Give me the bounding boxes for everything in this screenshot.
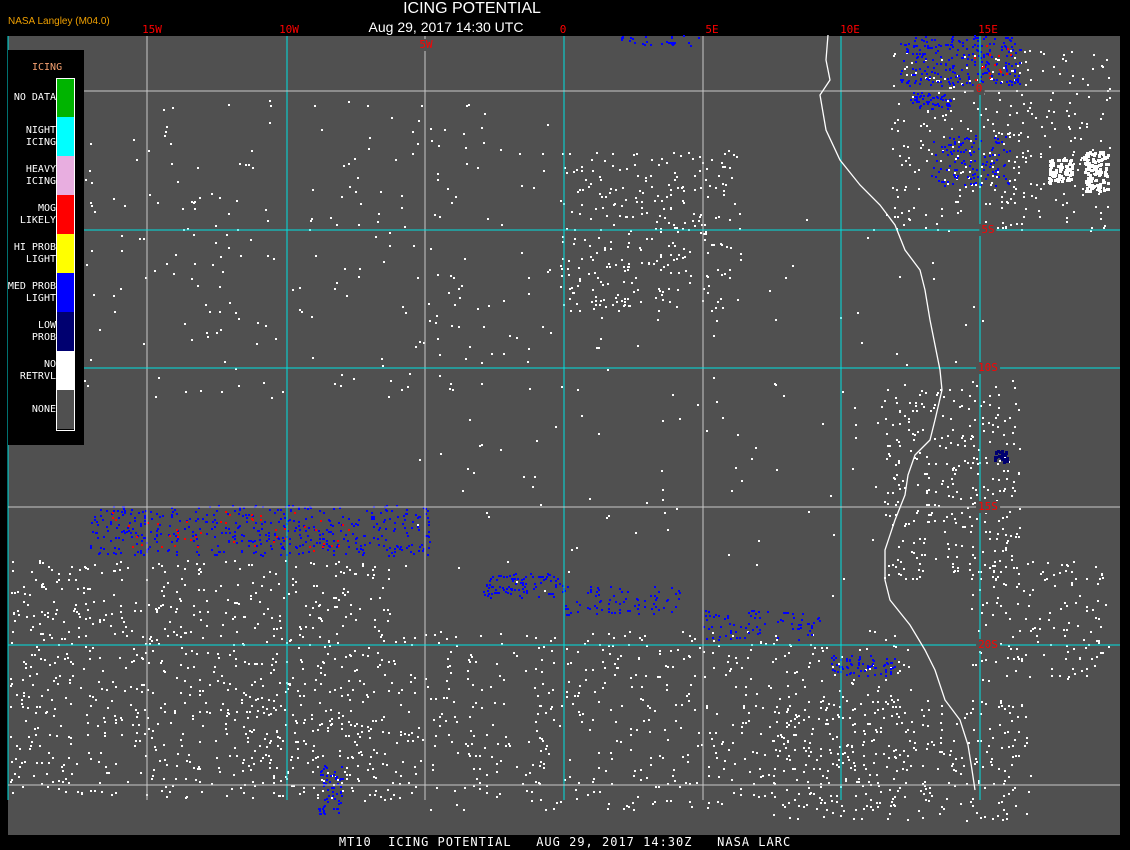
legend-frame xyxy=(56,78,75,431)
legend-item-label: HI PROB LIGHT xyxy=(13,241,56,265)
cloud-features xyxy=(10,35,1111,822)
lat-label: 20S xyxy=(976,638,1000,651)
legend-item: NIGHT ICING xyxy=(8,117,84,156)
legend-title: ICING xyxy=(32,62,63,73)
legend-item-label: NIGHT ICING xyxy=(25,124,56,148)
legend-item: MOG LIKELY xyxy=(8,195,84,234)
brand-label: NASA Langley (M04.0) xyxy=(8,16,110,27)
lat-label: 0 xyxy=(973,82,985,95)
legend-item-label: NO RETRVL xyxy=(19,358,56,382)
lon-label: 10E xyxy=(840,23,860,36)
legend-swatch xyxy=(57,156,74,195)
legend-swatch xyxy=(57,195,74,234)
legend-item-label: NO DATA xyxy=(13,91,56,103)
legend-swatch xyxy=(57,312,74,351)
legend-item-label: LOW PROB xyxy=(31,319,56,343)
map-title: ICING POTENTIAL xyxy=(403,0,541,17)
legend-item: NO RETRVL xyxy=(8,351,84,390)
legend-swatch xyxy=(57,117,74,156)
graticule xyxy=(7,36,1120,800)
map-timestamp: Aug 29, 2017 14:30 UTC xyxy=(368,19,524,35)
legend-item: NO DATA xyxy=(8,78,84,117)
lon-label: 5E xyxy=(705,23,719,36)
lon-label: 0 xyxy=(559,23,567,36)
legend-item-label: NONE xyxy=(31,403,56,415)
legend: ICING NO DATA NIGHT ICING HEAVY ICING MOG L… xyxy=(8,50,84,445)
legend-item: LOW PROB xyxy=(8,312,84,351)
footer-caption: MT10 ICING POTENTIAL AUG 29, 2017 14:30Z… xyxy=(338,835,792,849)
legend-item-label: MOG LIKELY xyxy=(19,202,56,226)
lat-label: 10S xyxy=(976,361,1000,374)
legend-item-label: MED PROB LIGHT xyxy=(7,280,56,304)
legend-item: NONE xyxy=(8,390,84,429)
legend-item: HI PROB LIGHT xyxy=(8,234,84,273)
legend-item: HEAVY ICING xyxy=(8,156,84,195)
lon-label: 10W xyxy=(279,23,299,36)
legend-swatch xyxy=(57,234,74,273)
legend-swatch xyxy=(57,390,74,429)
coastline xyxy=(819,34,976,791)
legend-swatch xyxy=(57,273,74,312)
legend-swatch xyxy=(57,351,74,390)
legend-item: MED PROB LIGHT xyxy=(8,273,84,312)
lat-label: 15S xyxy=(976,500,1000,513)
lon-label: 15E xyxy=(978,23,998,36)
legend-item-label: HEAVY ICING xyxy=(25,163,56,187)
legend-swatch xyxy=(57,78,74,117)
lat-label: 5S xyxy=(979,223,997,236)
lon-label: 15W xyxy=(142,23,162,36)
lon-label: 5W xyxy=(417,38,435,51)
